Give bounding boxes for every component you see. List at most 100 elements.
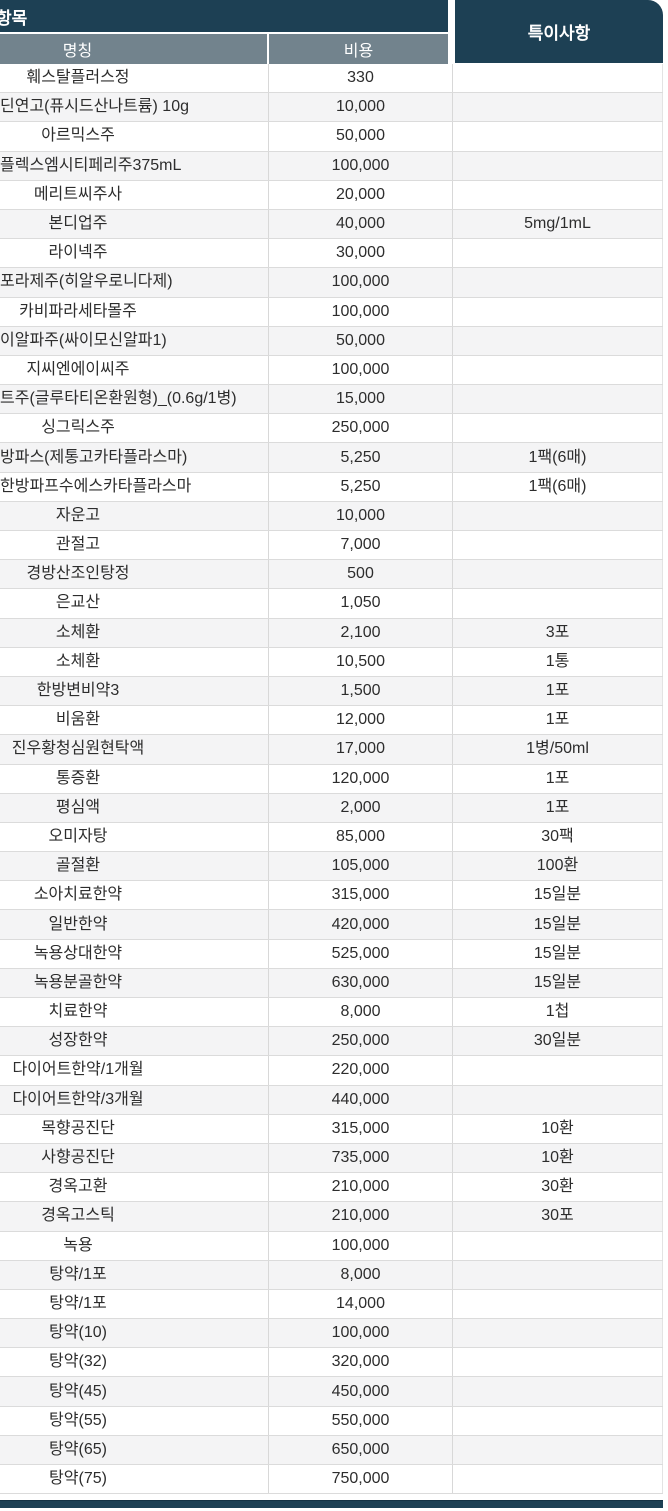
item-note-cell [453, 297, 663, 326]
item-note-cell: 5mg/1mL [453, 209, 663, 239]
item-cost-cell: 210,000 [268, 1173, 453, 1202]
item-cost-cell: 320,000 [268, 1348, 453, 1377]
item-cost-cell: 500 [268, 560, 453, 589]
table-row: 성장한약 250,000 30일분 [0, 1027, 663, 1057]
item-note-cell: 10환 [453, 1143, 663, 1173]
item-note-cell [453, 64, 663, 93]
table-row: 한방변비약3 1,500 1포 [0, 676, 663, 707]
table-row: 지씨엔에이씨주 100,000 [0, 355, 663, 386]
item-name-cell: 경옥고스틱 [41, 1207, 115, 1225]
item-cost-cell: 100,000 [268, 1319, 453, 1348]
item-note-cell [453, 501, 663, 530]
table-row: 통증환 120,000 1포 [0, 764, 663, 794]
item-note-cell [453, 355, 663, 385]
item-name-cell: 탕약(32) [49, 1353, 107, 1371]
group-header-label: 항목 [0, 8, 28, 28]
item-name-cell: 지씨엔에이씨주 [26, 360, 130, 378]
table-row: 싱그릭스주 250,000 [0, 414, 663, 444]
item-name-cell: 탕약/1포 [49, 1265, 107, 1283]
item-cost-cell: 315,000 [268, 881, 453, 910]
item-name-cell: 성장한약 [48, 1032, 108, 1050]
table-row: 플렉스엠시티페리주375mL 100,000 [0, 151, 663, 181]
item-note-cell [453, 1260, 663, 1289]
item-note-cell: 1포 [453, 764, 663, 793]
item-cost-cell: 12,000 [268, 706, 453, 735]
item-cost-cell: 735,000 [268, 1143, 453, 1173]
table-bottom-border [0, 1500, 663, 1508]
table-row: 이알파주(싸이모신알파1) 50,000 [0, 326, 663, 356]
item-name-cell: 싱그릭스주 [41, 419, 115, 437]
name-column-header: 명칭 [0, 34, 267, 64]
item-name-cell: 아르믹스주 [41, 127, 115, 145]
item-name-cell: 경옥고환 [48, 1178, 108, 1196]
item-note-cell [453, 1056, 663, 1085]
item-cost-cell: 2,100 [268, 618, 453, 647]
table-row: 녹용 100,000 [0, 1231, 663, 1261]
item-name-cell: 다이어트한약/1개월 [12, 1061, 144, 1079]
table-row: 탕약(65) 650,000 [0, 1435, 663, 1465]
item-name-cell: 탕약(65) [49, 1440, 107, 1458]
item-name-cell: 경방산조인탕정 [26, 565, 130, 583]
item-note-cell: 30팩 [453, 822, 663, 852]
item-cost-cell: 100,000 [268, 151, 453, 180]
item-name-cell: 사향공진단 [41, 1149, 115, 1167]
item-name-cell: 카비파라세타몰주 [19, 302, 137, 320]
table-row: 아르믹스주 50,000 [0, 122, 663, 152]
item-note-cell: 3포 [453, 618, 663, 647]
table-row: 한방파프수에스카타플라스마 5,250 1팩(6매) [0, 472, 663, 502]
item-note-cell: 15일분 [453, 939, 663, 968]
item-note-cell: 15일분 [453, 968, 663, 997]
item-note-cell [453, 93, 663, 122]
item-cost-cell: 100,000 [268, 297, 453, 326]
item-name-cell: 골절환 [55, 857, 101, 875]
table-row: 훼스탈플러스정 330 [0, 64, 663, 94]
item-cost-cell: 8,000 [268, 998, 453, 1027]
item-note-cell [453, 1085, 663, 1114]
item-note-cell [453, 239, 663, 268]
item-note-cell: 1포 [453, 706, 663, 735]
item-cost-cell: 250,000 [268, 1027, 453, 1056]
table-row: 일반한약 420,000 15일분 [0, 910, 663, 940]
item-cost-cell: 7,000 [268, 531, 453, 560]
item-cost-cell: 40,000 [268, 209, 453, 239]
item-note-cell: 1포 [453, 793, 663, 822]
item-name-cell: 관절고 [55, 536, 101, 554]
item-cost-cell: 100,000 [268, 1231, 453, 1260]
item-note-cell: 10환 [453, 1114, 663, 1143]
item-cost-cell: 330 [268, 64, 453, 93]
table-row: 자운고 10,000 [0, 501, 663, 531]
table-body: 훼스탈플러스정 330 딘연고(퓨시드산나트륨) 10g 10,000 아르믹스주 50,… [0, 64, 663, 1495]
item-cost-cell: 100,000 [268, 355, 453, 385]
table-row: 탕약/1포 14,000 [0, 1289, 663, 1320]
item-note-cell: 1팩(6매) [453, 472, 663, 501]
table-row: 트주(글루타티온환원형)_(0.6g/1병) 15,000 [0, 385, 663, 415]
item-cost-cell: 30,000 [268, 239, 453, 268]
item-note-cell: 30포 [453, 1202, 663, 1231]
item-name-cell: 이알파주(싸이모신알파1) [0, 331, 167, 349]
item-note-cell [453, 268, 663, 297]
table-row: 포라제주(히알우로니다제) 100,000 [0, 268, 663, 298]
item-name-cell: 녹용상대한약 [33, 944, 123, 962]
table-row: 라이넥주 30,000 [0, 239, 663, 269]
item-note-cell [453, 1435, 663, 1464]
table-row: 메리트씨주사 20,000 [0, 180, 663, 210]
item-note-cell [453, 589, 663, 618]
item-cost-cell: 15,000 [268, 385, 453, 414]
item-cost-cell: 420,000 [268, 910, 453, 939]
item-cost-cell: 120,000 [268, 764, 453, 793]
item-name-cell: 은교산 [55, 594, 101, 612]
item-cost-cell: 105,000 [268, 852, 453, 881]
item-cost-cell: 50,000 [268, 326, 453, 355]
item-name-cell: 포라제주(히알우로니다제) [0, 273, 173, 291]
item-name-cell: 소체환 [55, 652, 101, 670]
item-note-cell [453, 180, 663, 209]
notes-column-header: 특이사항 [455, 0, 663, 63]
item-cost-cell: 220,000 [268, 1056, 453, 1085]
item-cost-cell: 650,000 [268, 1435, 453, 1464]
item-note-cell: 30일분 [453, 1027, 663, 1056]
item-note-cell [453, 1348, 663, 1377]
table-row: 은교산 1,050 [0, 589, 663, 619]
item-name-cell: 오미자탕 [48, 827, 108, 845]
item-note-cell [453, 151, 663, 180]
